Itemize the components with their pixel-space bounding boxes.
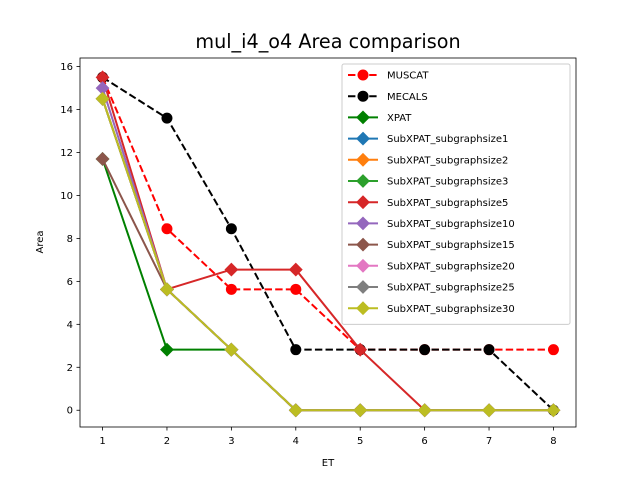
data-point-mecals	[225, 223, 237, 235]
data-point-subxpat-subgraphsize5	[353, 342, 368, 357]
legend: MUSCAT MECALS XPAT SubXPAT_subgraphsize1 Sub…	[341, 63, 571, 325]
legend-marker	[356, 152, 370, 167]
legend-marker	[356, 174, 370, 188]
y-tick-label: 6	[67, 277, 73, 288]
y-tick-label: 0	[67, 406, 73, 417]
legend-box	[341, 63, 571, 325]
series-line-mecals	[102, 76, 555, 411]
data-point-muscat	[547, 344, 559, 356]
data-point-subxpat-subgraphsize30	[224, 342, 239, 357]
x-tick-label: 4	[293, 436, 299, 447]
y-tick-label: 12	[60, 148, 73, 159]
y-axis-ticks: 0 2 4 6 8 10 12 14 16	[60, 62, 80, 417]
data-point-mecals	[161, 112, 173, 124]
legend-marker	[356, 216, 370, 231]
legend-marker	[357, 69, 369, 81]
data-point-subxpat-subgraphsize30	[417, 403, 432, 418]
legend-marker	[356, 258, 370, 273]
data-point-xpat	[160, 342, 174, 357]
legend-label: MECALS	[387, 92, 428, 103]
x-tick-label: 1	[99, 436, 105, 447]
legend-label: SubXPAT_subgraphsize2	[387, 155, 508, 166]
x-tick-label: 3	[228, 436, 234, 447]
series-line-subxpat-subgraphsize30	[101, 98, 554, 412]
legend-label: SubXPAT_subgraphsize10	[387, 219, 515, 230]
data-point-subxpat-subgraphsize30	[160, 282, 174, 297]
legend-label: SubXPAT_subgraphsize20	[387, 261, 515, 272]
data-point-subxpat-subgraphsize30	[546, 403, 561, 418]
legend-marker	[356, 195, 370, 210]
x-axis-label: ET	[322, 458, 335, 469]
data-point-muscat	[225, 283, 237, 295]
data-point-muscat	[290, 283, 302, 295]
x-tick-label: 6	[421, 436, 427, 447]
legend-marker	[357, 90, 369, 102]
y-tick-label: 2	[67, 363, 73, 374]
data-point-subxpat-subgraphsize30	[482, 403, 496, 418]
data-point-subxpat-subgraphsize5	[288, 262, 303, 277]
legend-marker	[356, 280, 370, 294]
legend-label: XPAT	[387, 113, 412, 124]
data-point-subxpat-subgraphsize15	[95, 152, 110, 166]
plot-area	[79, 57, 577, 428]
y-tick-label: 10	[60, 191, 73, 202]
y-tick-label: 16	[60, 62, 73, 73]
x-tick-label: 2	[164, 436, 170, 447]
legend-marker	[356, 110, 370, 125]
legend-label: SubXPAT_subgraphsize3	[387, 177, 508, 188]
data-point-muscat	[161, 223, 173, 235]
legend-label: SubXPAT_subgraphsize5	[387, 198, 508, 209]
series-subxpat-subgraphsize30	[95, 91, 561, 418]
data-point-subxpat-subgraphsize30	[95, 91, 110, 106]
x-axis-ticks: 1 2 3 4 5 6 7 8	[99, 427, 557, 447]
data-point-subxpat-subgraphsize5	[224, 262, 239, 277]
data-point-subxpat-subgraphsize30	[288, 403, 303, 418]
legend-marker	[356, 237, 370, 252]
legend-label: SubXPAT_subgraphsize30	[387, 304, 515, 315]
legend-marker	[356, 301, 370, 316]
x-tick-label: 8	[550, 436, 556, 447]
y-tick-label: 4	[67, 320, 73, 331]
axes-frame	[79, 57, 577, 428]
x-tick-label: 5	[357, 436, 363, 447]
legend-label: SubXPAT_subgraphsize15	[387, 240, 515, 251]
chart-title: mul_i4_o4 Area comparison	[195, 30, 460, 53]
data-point-mecals	[290, 344, 302, 356]
data-point-subxpat-subgraphsize30	[353, 403, 368, 418]
legend-label: SubXPAT_subgraphsize1	[387, 134, 508, 145]
legend-label: MUSCAT	[387, 71, 429, 82]
y-tick-label: 14	[60, 105, 73, 116]
data-point-mecals	[483, 344, 495, 356]
y-axis-label: Area	[35, 230, 46, 253]
data-point-mecals	[419, 344, 431, 356]
x-tick-label: 7	[486, 436, 492, 447]
y-tick-label: 8	[67, 234, 73, 245]
legend-marker	[356, 131, 370, 146]
legend-label: SubXPAT_subgraphsize25	[387, 283, 515, 294]
